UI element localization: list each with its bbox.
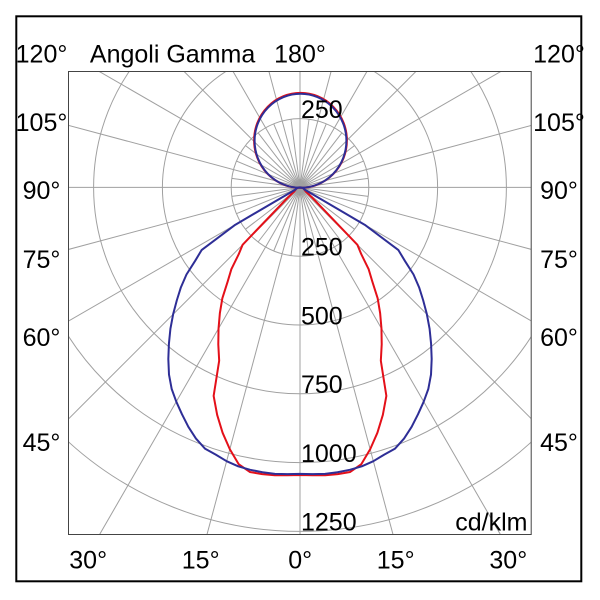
svg-text:45°: 45° (23, 429, 61, 457)
svg-text:15°: 15° (377, 546, 415, 574)
svg-text:750: 750 (301, 371, 343, 399)
svg-text:30°: 30° (69, 546, 107, 574)
svg-text:105°: 105° (16, 109, 68, 137)
svg-text:500: 500 (301, 302, 343, 330)
svg-text:75°: 75° (23, 246, 61, 274)
svg-text:1000: 1000 (301, 440, 357, 468)
svg-text:15°: 15° (182, 546, 220, 574)
svg-text:90°: 90° (23, 177, 61, 205)
svg-text:90°: 90° (540, 177, 578, 205)
svg-text:250: 250 (301, 96, 343, 124)
svg-text:Angoli Gamma: Angoli Gamma (90, 41, 255, 69)
svg-text:1250: 1250 (301, 509, 357, 537)
svg-text:30°: 30° (489, 546, 527, 574)
svg-text:105°: 105° (533, 109, 585, 137)
svg-text:0°: 0° (288, 546, 312, 574)
svg-text:120°: 120° (16, 41, 68, 69)
svg-text:120°: 120° (533, 41, 585, 69)
svg-text:60°: 60° (23, 324, 61, 352)
svg-text:250: 250 (301, 234, 343, 262)
svg-text:60°: 60° (540, 324, 578, 352)
svg-text:cd/klm: cd/klm (455, 509, 527, 537)
svg-text:75°: 75° (540, 246, 578, 274)
svg-text:180°: 180° (274, 41, 326, 69)
svg-text:45°: 45° (540, 429, 578, 457)
